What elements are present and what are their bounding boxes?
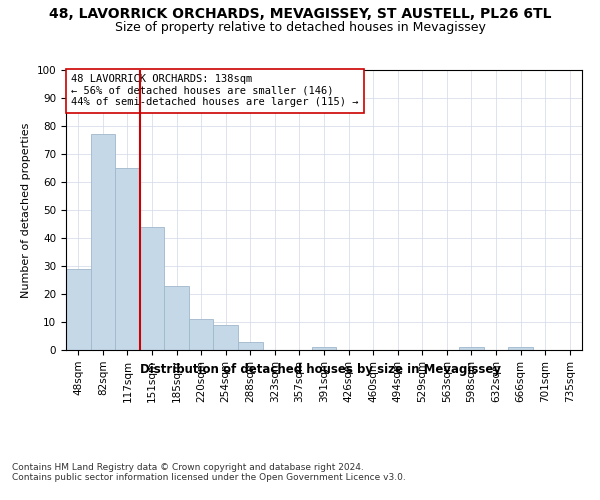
Bar: [164, 286, 189, 350]
Text: Contains HM Land Registry data © Crown copyright and database right 2024.
Contai: Contains HM Land Registry data © Crown c…: [12, 462, 406, 482]
Bar: [459, 347, 484, 350]
Bar: [312, 347, 336, 350]
Bar: [214, 325, 238, 350]
Bar: [140, 227, 164, 350]
Bar: [238, 342, 263, 350]
Text: Distribution of detached houses by size in Mevagissey: Distribution of detached houses by size …: [140, 362, 502, 376]
Text: 48 LAVORRICK ORCHARDS: 138sqm
← 56% of detached houses are smaller (146)
44% of : 48 LAVORRICK ORCHARDS: 138sqm ← 56% of d…: [71, 74, 359, 108]
Bar: [91, 134, 115, 350]
Bar: [115, 168, 140, 350]
Y-axis label: Number of detached properties: Number of detached properties: [21, 122, 31, 298]
Bar: [66, 269, 91, 350]
Text: Size of property relative to detached houses in Mevagissey: Size of property relative to detached ho…: [115, 21, 485, 34]
Text: 48, LAVORRICK ORCHARDS, MEVAGISSEY, ST AUSTELL, PL26 6TL: 48, LAVORRICK ORCHARDS, MEVAGISSEY, ST A…: [49, 8, 551, 22]
Bar: [508, 347, 533, 350]
Bar: [189, 319, 214, 350]
